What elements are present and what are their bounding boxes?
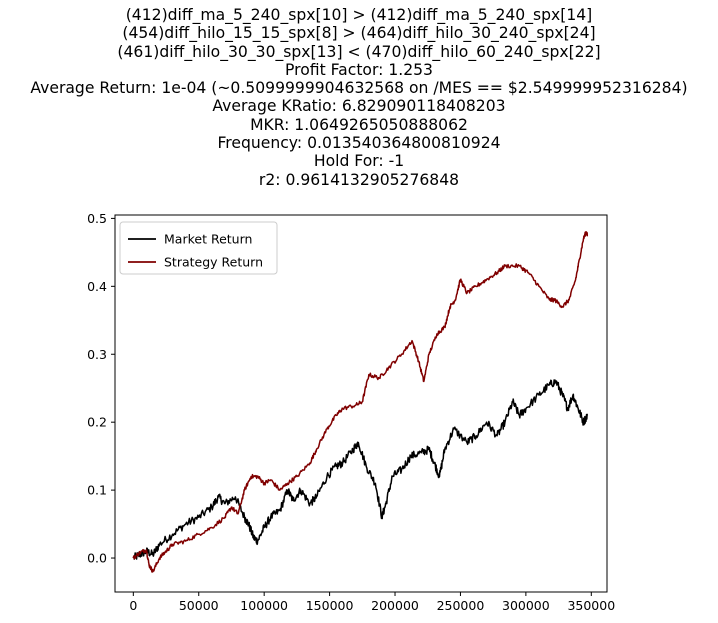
legend-label: Market Return bbox=[164, 232, 252, 247]
title-line: (461)diff_hilo_30_30_spx[13] < (470)diff… bbox=[117, 42, 601, 61]
plot-area-frame bbox=[114, 214, 608, 593]
title-line: Average Return: 1e-04 (~0.50999999046325… bbox=[30, 79, 688, 98]
title-line: Average KRatio: 6.829090118408203 bbox=[212, 97, 506, 116]
x-tick-label: 250000 bbox=[437, 598, 485, 613]
x-tick-label: 350000 bbox=[567, 598, 615, 613]
x-tick-label: 0 bbox=[129, 598, 137, 613]
series-line-market-return bbox=[132, 379, 589, 560]
y-tick-label: 0.1 bbox=[87, 483, 107, 498]
x-tick-label: 150000 bbox=[306, 598, 354, 613]
x-tick-label: 300000 bbox=[502, 598, 550, 613]
series-layer bbox=[132, 231, 589, 573]
y-tick-label: 0.3 bbox=[87, 347, 107, 362]
y-tick-label: 0.2 bbox=[87, 415, 107, 430]
title-line: (412)diff_ma_5_240_spx[10] > (412)diff_m… bbox=[125, 6, 593, 24]
chart-title: (412)diff_ma_5_240_spx[10] > (412)diff_m… bbox=[0, 6, 718, 189]
x-tick-label: 100000 bbox=[240, 598, 288, 613]
axis-ticks: 0 50000 100000 150000 200000 250000 300000 3500… bbox=[87, 211, 615, 613]
x-tick-label: 200000 bbox=[371, 598, 419, 613]
title-line: MKR: 1.0649265050888062 bbox=[250, 115, 468, 134]
series-line-strategy-return bbox=[132, 231, 589, 573]
title-line: Frequency: 0.013540364800810924 bbox=[217, 134, 501, 153]
title-line: (454)diff_hilo_15_15_spx[8] > (464)diff_… bbox=[122, 24, 596, 43]
title-line: Hold For: -1 bbox=[313, 152, 405, 171]
legend-label: Strategy Return bbox=[164, 255, 263, 270]
y-tick-label: 0.5 bbox=[87, 211, 107, 226]
legend: Market Return Strategy Return bbox=[119, 221, 278, 275]
legend-box bbox=[119, 221, 278, 275]
title-line: Profit Factor: 1.253 bbox=[285, 60, 433, 79]
y-tick-label: 0.0 bbox=[87, 551, 107, 566]
title-line: r2: 0.9614132905276848 bbox=[258, 170, 460, 189]
y-tick-label: 0.4 bbox=[87, 279, 107, 294]
x-tick-label: 50000 bbox=[179, 598, 219, 613]
